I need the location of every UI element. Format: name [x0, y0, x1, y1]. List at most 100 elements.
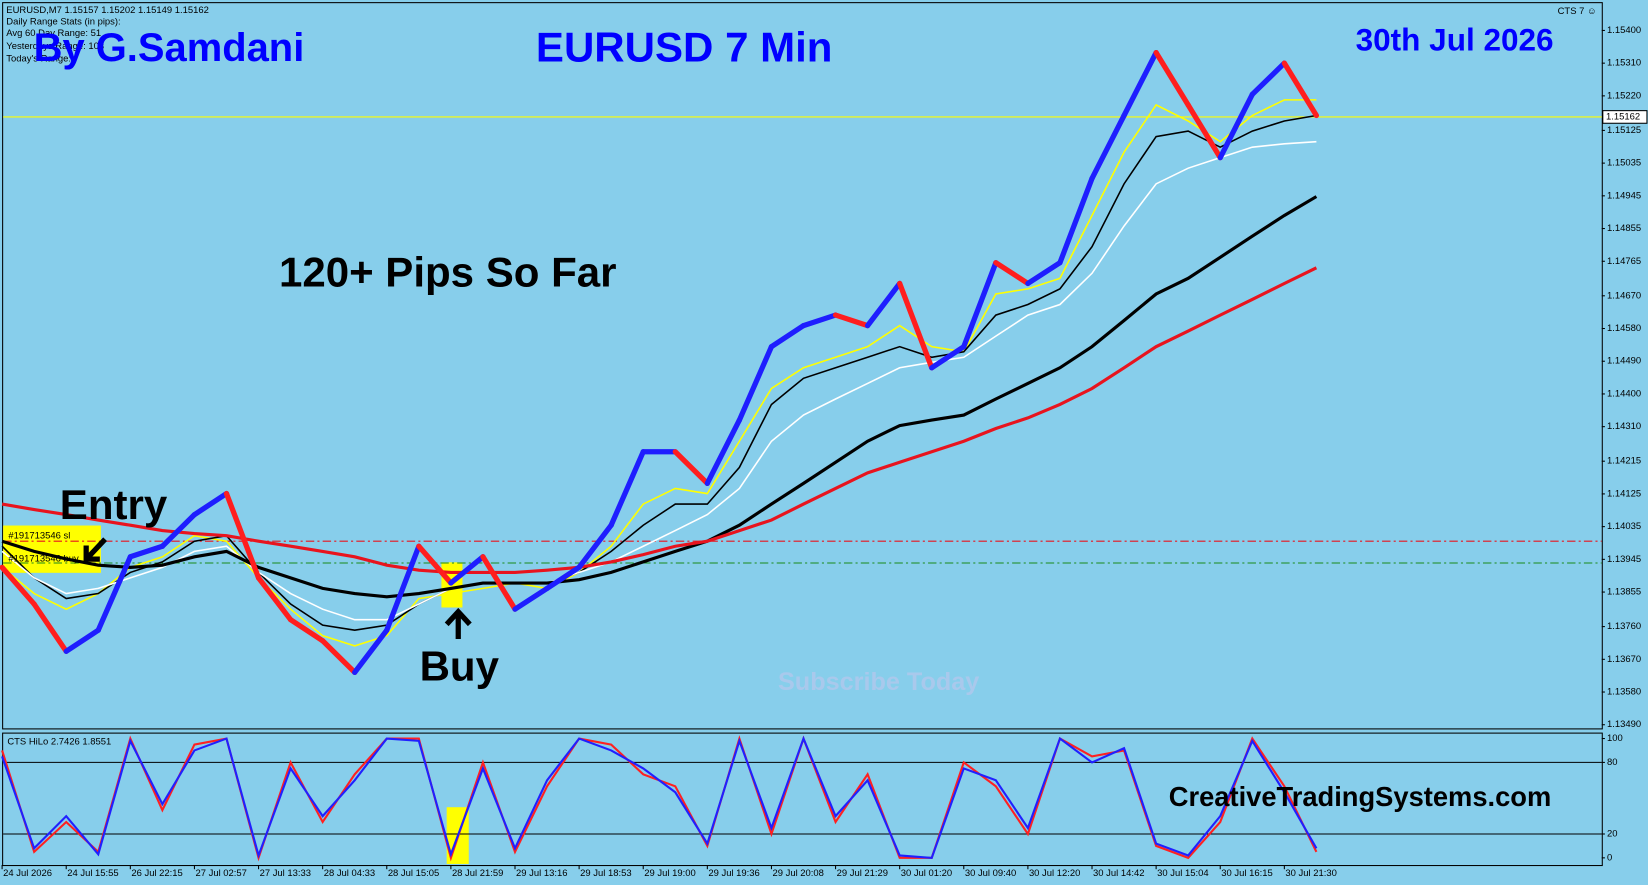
- price-segment: [127, 543, 166, 560]
- x-tick-label: 30 Jul 09:40: [965, 868, 1016, 879]
- y-tick-label: 1.13855: [1607, 587, 1641, 598]
- header-line: Yesterdays Range: 103: [6, 41, 104, 52]
- x-tick-label: 29 Jul 13:16: [516, 868, 567, 879]
- x-tick-label: 28 Jul 04:33: [324, 868, 375, 879]
- oscillator-title: CTS HiLo 2.7426 1.8551: [7, 737, 111, 748]
- x-tick-label: 29 Jul 21:29: [837, 868, 888, 879]
- x-tick-label: 27 Jul 02:57: [195, 868, 246, 879]
- x-tick-label: 30 Jul 14:42: [1093, 868, 1144, 879]
- main-frame: [2, 2, 1603, 730]
- entry-arrow: [83, 537, 108, 562]
- price-segment: [897, 280, 935, 371]
- header-line: Today's Range:: [6, 53, 71, 64]
- y-tick-label: 1.13490: [1607, 719, 1641, 730]
- price-segment: [1185, 102, 1223, 161]
- price-segment: [961, 260, 999, 350]
- y-tick-label: 1.14125: [1607, 488, 1641, 499]
- x-tick-label: 30 Jul 01:20: [901, 868, 952, 879]
- price-segment: [191, 490, 230, 518]
- x-tick-label: 24 Jul 2026: [3, 868, 52, 879]
- author: By G.Samdani: [34, 26, 305, 70]
- price-segment: [800, 312, 839, 329]
- current-price-label: 1.15162: [1606, 111, 1640, 122]
- y-tick-label: 1.15035: [1607, 158, 1641, 169]
- oscillator-line: [1, 735, 1318, 859]
- price-segment: [1217, 91, 1255, 161]
- y-tick-label: 1.13670: [1607, 654, 1641, 665]
- y-tick-label: 1.15125: [1607, 125, 1641, 136]
- price-segment: [832, 312, 871, 329]
- price-segment: [512, 585, 550, 612]
- price-segment: [672, 449, 710, 486]
- current-price-box: [1602, 110, 1648, 124]
- x-tick-label: 29 Jul 18:53: [580, 868, 631, 879]
- price-segment: [31, 601, 69, 654]
- price-segment: [255, 575, 294, 623]
- price-segment: [768, 322, 807, 350]
- y-tick-label: 1.14945: [1607, 190, 1641, 201]
- price-segment: [320, 638, 358, 676]
- x-tick-label: 30 Jul 21:30: [1285, 868, 1336, 879]
- price-segment: [929, 344, 967, 371]
- chart-title: EURUSD 7 Min: [536, 24, 833, 71]
- annotation: 120+ Pips So Far: [279, 248, 617, 295]
- x-tick-label: 29 Jul 19:00: [644, 868, 695, 879]
- price-segment: [1249, 60, 1287, 98]
- price-segment: [1057, 175, 1095, 266]
- y-tick-label: 1.13945: [1607, 554, 1641, 565]
- header-line: Avg 60 Day Range: 51: [6, 28, 101, 39]
- price-segment: [544, 564, 582, 592]
- price-segment: [448, 554, 486, 586]
- osc-y-tick-label: 20: [1607, 828, 1617, 839]
- x-tick-label: 26 Jul 22:15: [131, 868, 182, 879]
- x-tick-label: 28 Jul 15:05: [388, 868, 439, 879]
- y-tick-label: 1.15310: [1607, 58, 1641, 69]
- moving-average: [1, 266, 1318, 574]
- x-tick-label: 29 Jul 19:36: [708, 868, 759, 879]
- header-line: Daily Range Stats (in pips):: [6, 17, 120, 28]
- y-tick-label: 1.14400: [1607, 388, 1641, 399]
- price-segment: [1153, 49, 1191, 108]
- y-tick-label: 1.14310: [1607, 421, 1641, 432]
- entry-label: Entry: [60, 481, 168, 528]
- y-tick-label: 1.14490: [1607, 356, 1641, 367]
- x-tick-label: 29 Jul 20:08: [773, 868, 824, 879]
- price-segment: [95, 554, 133, 633]
- trade-label: #191713546 buy: [8, 554, 79, 565]
- x-tick-label: 28 Jul 21:59: [452, 868, 503, 879]
- price-segment: [1121, 49, 1159, 119]
- price-segment: [352, 627, 390, 676]
- osc-y-tick-label: 100: [1607, 733, 1623, 744]
- price-segment: [384, 543, 422, 633]
- x-tick-label: 24 Jul 15:55: [67, 868, 118, 879]
- price-segment: [704, 417, 743, 486]
- price-segment: [993, 260, 1031, 287]
- website: CreativeTradingSystems.com: [1169, 781, 1552, 812]
- price-segment: [287, 617, 326, 644]
- price-segment: [864, 280, 903, 329]
- price-segment: [63, 627, 101, 654]
- x-tick-label: 30 Jul 16:15: [1221, 868, 1272, 879]
- y-tick-label: 1.14670: [1607, 290, 1641, 301]
- y-tick-label: 1.15400: [1607, 25, 1641, 36]
- price-segment: [159, 512, 198, 549]
- header-line: EURUSD,M7 1.15157 1.15202 1.15149 1.1516…: [6, 5, 209, 16]
- moving-average: [1, 99, 1317, 647]
- y-tick-label: 1.14215: [1607, 456, 1641, 467]
- price-segment: [1281, 60, 1320, 119]
- y-tick-label: 1.15220: [1607, 90, 1641, 101]
- price-segment: [480, 554, 518, 612]
- moving-average: [1, 195, 1318, 599]
- watermark: Subscribe Today: [778, 668, 979, 696]
- y-tick-label: 1.14855: [1607, 223, 1641, 234]
- price-segment: [1025, 260, 1063, 287]
- price-segment: [1089, 112, 1127, 182]
- price-segment: [736, 344, 775, 423]
- indicator-badge: CTS 7 ☺: [1558, 6, 1597, 17]
- buy-arrow: [444, 607, 472, 640]
- y-tick-label: 1.14035: [1607, 521, 1641, 532]
- price-segment: [576, 522, 614, 570]
